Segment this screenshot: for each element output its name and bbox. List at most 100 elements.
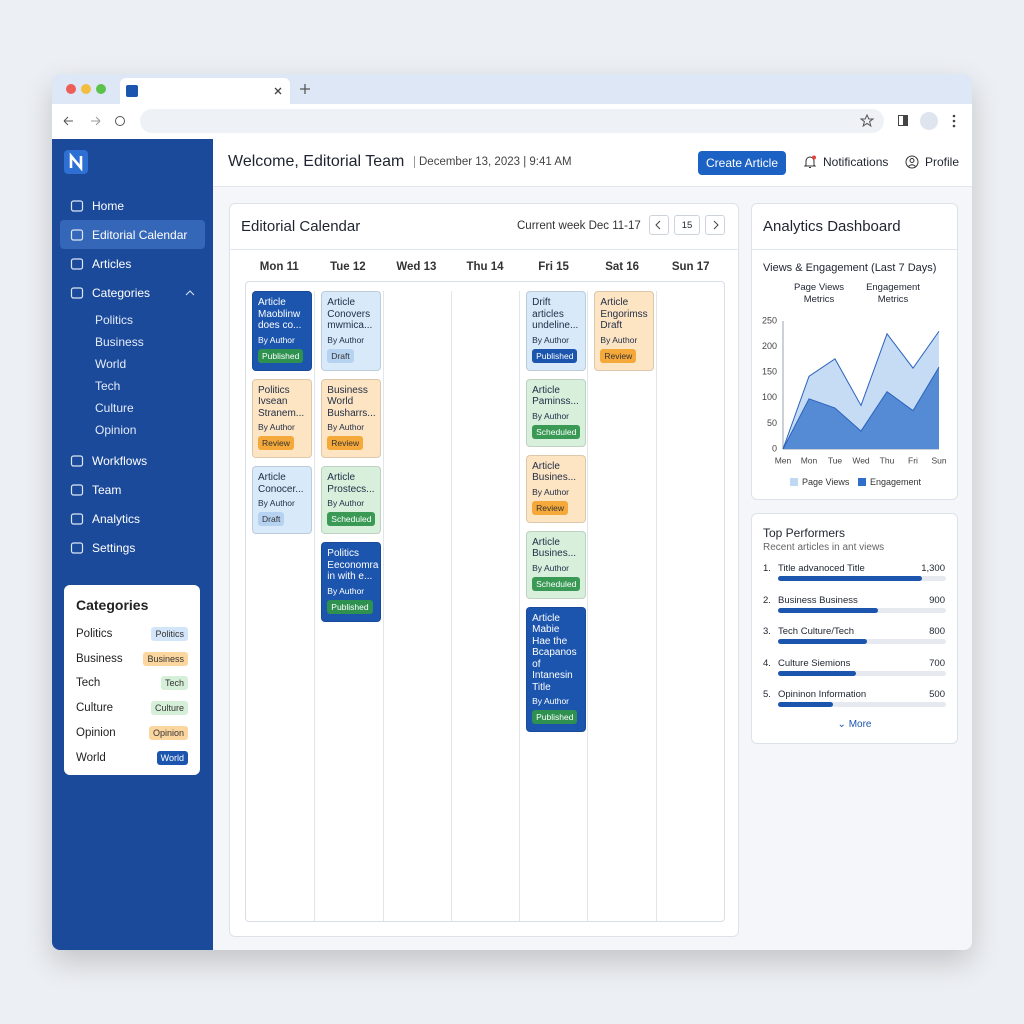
new-tab[interactable] [300,84,310,94]
card-title: Drift articles undeline... [532,297,579,331]
article-card[interactable]: Article Mabie Hae the Bcapanos of Intane… [526,606,587,732]
close-dot[interactable] [66,84,76,94]
bookmark-star[interactable] [860,114,874,128]
address-bar[interactable] [140,109,884,133]
card-title: Article Busines... [532,536,577,560]
date-time: December 13, 2023 | 9:41 AM [414,156,572,168]
day-column [655,291,724,921]
category-row[interactable]: Opinion Opinion [76,725,188,740]
profile-avatar[interactable] [920,112,938,130]
nav-buttons[interactable] [62,115,142,127]
area-line [782,330,940,450]
article-card[interactable]: Article Engorimss Draft By Author Review [594,291,655,371]
article-card[interactable]: Article Conovers mwmica... By Author Draft [321,291,382,371]
article-card[interactable]: Article Prostecs... By Author Scheduled [321,466,382,534]
nav-subitem[interactable]: Culture [95,401,134,415]
nav-subitem[interactable]: World [95,357,127,371]
tab-bar [52,74,972,104]
article-card[interactable]: Drift articles undeline... By Author Publi… [526,291,587,371]
chevron-shape [185,289,195,295]
status-badge: Scheduled [327,512,376,526]
article-card[interactable]: Politics Eeconomra in with e... By Author… [321,542,382,622]
article-card[interactable]: Business World Busharrs... By Author Revie… [321,378,382,458]
nav-subitem[interactable]: Tech [95,379,121,393]
menu[interactable] [952,114,956,128]
browser-tab[interactable] [120,78,290,104]
article-card[interactable]: Politics Ivsean Stranem... By Author Revie… [252,378,312,458]
nav-item[interactable]: Workflows [60,446,205,475]
nav-icon-shape [70,541,84,554]
tab-close[interactable] [274,87,282,95]
category-row[interactable]: Politics Politics [76,627,188,641]
article-title[interactable]: Business Business [778,594,858,606]
category-name: Politics [76,628,113,640]
nav-item[interactable]: Analytics [60,504,205,533]
article-title[interactable]: Culture Siemions [778,657,851,669]
article-card[interactable]: Article Busines... By Author Review [526,454,587,523]
rank: 5. [763,689,771,701]
card-title: Business World Busharrs... [327,384,376,419]
area [783,367,939,449]
y-tick-label: 250 [762,315,777,325]
logo[interactable] [64,150,88,174]
sidebar-toggle[interactable] [898,115,908,126]
nav-item[interactable]: Articles [60,249,205,278]
rank: 3. [763,626,771,638]
next-week[interactable] [705,215,725,235]
nav-icon [70,286,84,299]
minimize-dot[interactable] [81,84,91,94]
category-badge: Politics [151,627,188,641]
category-row[interactable]: Tech Tech [76,676,188,691]
card-title: Article Conocer... [258,472,304,495]
create-article-button[interactable]: Create Article [698,151,786,175]
bar [778,670,856,676]
notifications-button[interactable]: Notifications [803,155,888,169]
status-badge: Review [532,500,569,515]
legend-label: Page Views [802,477,850,487]
category-name: Business [76,652,123,665]
status-badge: Scheduled [532,424,581,439]
day-header: Thu 14 [466,261,504,273]
card-author: By Author [327,334,365,345]
article-title[interactable]: Tech Culture/Tech [778,626,855,638]
profile-button[interactable]: Profile [905,155,959,169]
chart-title: Views & Engagement (Last 7 Days) [763,262,937,274]
nav-item[interactable]: Team [60,475,205,504]
more-link[interactable]: ⌄ More [752,719,957,730]
nav-label: Settings [92,540,136,555]
nav-item[interactable]: Settings [60,533,205,562]
nav-item[interactable]: Categories [60,278,205,307]
category-row[interactable]: Culture Culture [76,701,188,716]
card-author: By Author [258,334,295,345]
category-row[interactable]: World World [76,750,188,765]
nav-subitem[interactable]: Opinion [95,423,137,437]
article-card[interactable]: Article Maoblinw does co... By Author Publ… [252,291,312,371]
article-card[interactable]: Article Paminss... By Author Scheduled [526,378,587,447]
article-card[interactable]: Article Busines... By Author Scheduled [526,530,587,599]
nav-icon-shape [70,257,84,270]
card-author: By Author [532,410,569,421]
x-tick-label: Thu [880,455,895,465]
prev-week[interactable] [649,215,669,235]
card-author: By Author [532,696,569,706]
nav-icon-shape [70,483,84,496]
nav-subitem[interactable]: Politics [95,313,134,327]
day-header: Tue 12 [330,261,366,273]
today-button[interactable]: 15 [674,215,700,235]
bar [778,576,922,581]
tab-icon [126,85,138,97]
nav-subitem[interactable]: Business [95,335,144,349]
article-card[interactable]: Article Conocer... By Author Draft [252,466,312,534]
more-label: More [848,719,872,730]
article-title[interactable]: Title advanoced Title [778,563,865,574]
legend-swatch [790,478,798,486]
category-row[interactable]: Business Business [76,651,188,666]
article-title[interactable]: Opininon Information [778,689,867,701]
maximize-dot[interactable] [96,84,106,94]
area-line [782,366,940,450]
notifications-label: Notifications [823,155,889,169]
rank: 1. [763,563,771,574]
category-badge: Tech [160,676,188,691]
nav-item[interactable]: Home [60,191,205,220]
nav-item[interactable]: Editorial Calendar [60,220,205,249]
